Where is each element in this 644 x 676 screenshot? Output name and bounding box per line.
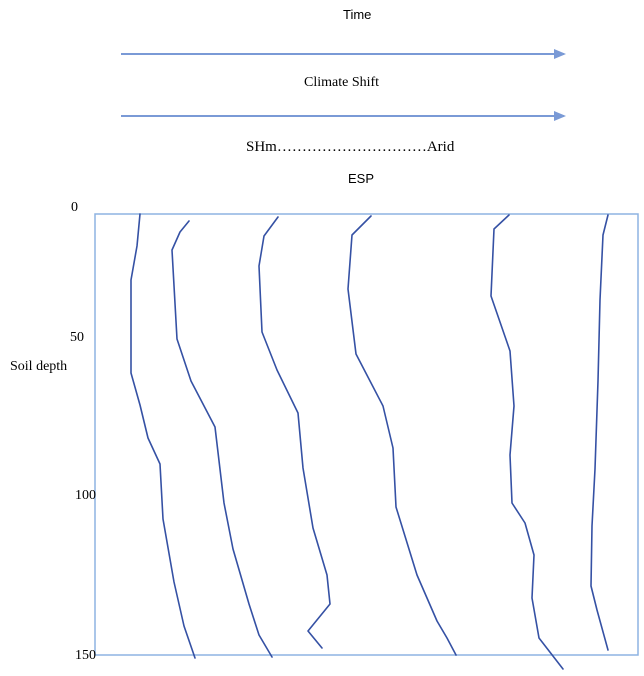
- profile-curve-1: [131, 214, 195, 658]
- depth-tick-0: 0: [18, 201, 78, 215]
- profile-curve-2: [172, 221, 272, 657]
- profile-curve-5: [491, 215, 563, 669]
- depth-tick-150: 150: [36, 649, 96, 663]
- esp-label: ESP: [348, 172, 374, 185]
- profile-curve-3: [259, 217, 330, 648]
- profile-curve-6: [591, 215, 608, 650]
- plot-frame: [95, 214, 638, 655]
- depth-tick-50: 50: [24, 331, 84, 345]
- time-label: Time: [343, 8, 371, 21]
- soil-depth-label: Soil depth: [10, 360, 67, 374]
- depth-tick-100: 100: [36, 489, 96, 503]
- climate-gradient-label: SHm…………………………Arid: [246, 140, 454, 155]
- profile-curve-4: [348, 216, 456, 655]
- climate-shift-label: Climate Shift: [304, 76, 379, 90]
